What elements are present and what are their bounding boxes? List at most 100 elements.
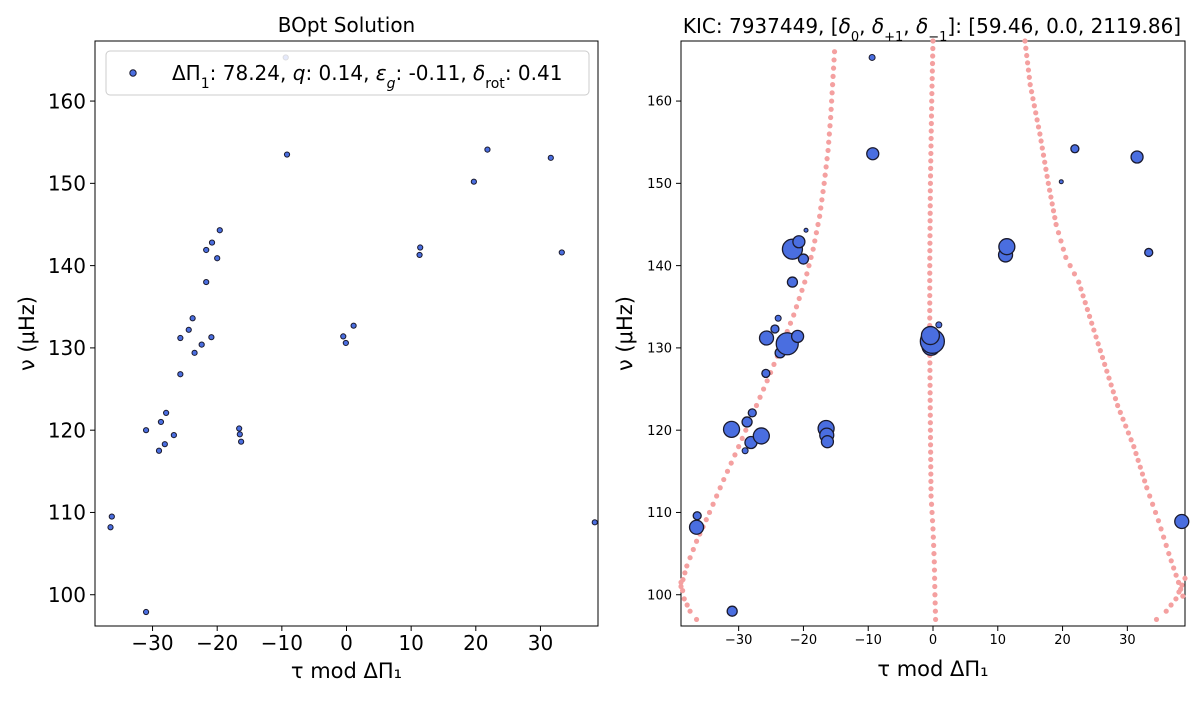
- model-mode-point: [1045, 180, 1051, 186]
- observed-mode-point: [236, 425, 243, 432]
- model-mode-point: [1144, 485, 1150, 491]
- model-mode-point: [1168, 602, 1174, 608]
- legend-marker: [129, 69, 137, 77]
- model-mode-point: [1050, 208, 1057, 214]
- observed-mode-point: [417, 244, 424, 251]
- model-mode-point: [1135, 457, 1141, 463]
- model-mode-point: [932, 583, 938, 590]
- observed-mode-point: [484, 146, 491, 153]
- model-mode-point: [810, 246, 816, 252]
- observed-mode-point: [820, 435, 835, 449]
- model-mode-point: [927, 412, 933, 418]
- model-mode-point: [1038, 138, 1044, 144]
- model-mode-point: [1153, 616, 1160, 623]
- model-mode-point: [927, 434, 934, 441]
- model-mode-point: [927, 195, 933, 201]
- model-mode-point: [693, 616, 700, 623]
- model-mode-point: [1086, 313, 1093, 319]
- model-mode-point: [928, 113, 935, 119]
- model-mode-point: [1040, 152, 1047, 158]
- x-tick-label: −10: [854, 633, 881, 648]
- title-delta0-sub: 0: [851, 30, 859, 45]
- model-mode-point: [928, 105, 935, 112]
- model-mode-point: [1058, 238, 1064, 244]
- model-mode-point: [1039, 145, 1045, 151]
- model-mode-point: [1147, 493, 1153, 499]
- model-mode-point: [1027, 82, 1033, 88]
- model-mode-point: [764, 378, 770, 384]
- legend-epsilon-sub: g: [387, 76, 396, 92]
- x-tick-label: 0: [340, 631, 353, 655]
- observed-mode-point: [770, 324, 780, 334]
- model-mode-point: [829, 82, 836, 88]
- observed-mode-point: [1070, 144, 1080, 154]
- model-mode-point: [1158, 526, 1164, 532]
- model-mode-point: [1120, 416, 1126, 422]
- x-tick-label: −30: [725, 633, 752, 648]
- model-mode-point: [724, 468, 731, 474]
- legend-frame: [105, 50, 590, 96]
- model-mode-point: [1026, 74, 1032, 80]
- model-mode-point: [806, 263, 812, 269]
- model-mode-point: [831, 57, 837, 63]
- model-mode-point: [1031, 103, 1037, 109]
- model-mode-point: [1091, 327, 1097, 333]
- model-mode-point: [929, 83, 935, 89]
- y-tick-label: 140: [647, 259, 672, 274]
- model-mode-point: [830, 65, 837, 71]
- legend-q: q: [293, 61, 306, 85]
- model-mode-point: [1142, 478, 1148, 484]
- x-tick-label: 30: [1119, 633, 1136, 648]
- model-mode-point: [927, 307, 933, 314]
- model-mode-point: [1095, 341, 1101, 347]
- model-mode-point: [828, 114, 834, 121]
- model-mode-point: [710, 501, 716, 507]
- model-mode-point: [1131, 444, 1137, 450]
- model-mode-point: [1022, 38, 1028, 44]
- observed-mode-point: [170, 432, 177, 439]
- observed-mode-point: [236, 431, 243, 438]
- model-mode-point: [1161, 534, 1167, 540]
- model-mode-point: [828, 106, 834, 112]
- observed-mode-point: [758, 330, 775, 346]
- model-mode-point: [1152, 509, 1159, 516]
- observed-mode-point: [161, 441, 168, 448]
- observed-mode-point: [340, 333, 347, 340]
- model-mode-point: [928, 143, 934, 149]
- model-mode-point: [929, 90, 935, 97]
- left-chart-title: BOpt Solution: [278, 13, 415, 37]
- model-mode-point: [928, 158, 934, 164]
- y-tick-label: 160: [48, 89, 86, 113]
- model-mode-point: [1047, 187, 1053, 193]
- model-mode-point: [927, 240, 933, 246]
- model-mode-point: [1049, 201, 1055, 207]
- model-mode-point: [817, 213, 823, 219]
- model-mode-point: [1112, 396, 1119, 402]
- observed-mode-point: [741, 447, 749, 455]
- model-mode-point: [714, 493, 720, 499]
- title-delta1: δ: [872, 14, 884, 38]
- right-model-points: [678, 38, 1188, 623]
- observed-mode-point: [1058, 179, 1064, 185]
- observed-mode-point: [198, 341, 205, 348]
- model-mode-point: [929, 509, 935, 516]
- right-x-axis-label: τ mod ΔΠ₁: [877, 657, 988, 681]
- observed-mode-point: [155, 447, 163, 454]
- model-mode-point: [791, 312, 797, 318]
- model-mode-point: [931, 559, 937, 565]
- model-mode-point: [1180, 593, 1186, 599]
- observed-mode-point: [283, 151, 291, 158]
- observed-mode-point: [142, 427, 150, 434]
- model-mode-point: [1139, 471, 1146, 477]
- model-mode-point: [1179, 582, 1185, 588]
- model-mode-point: [703, 517, 709, 523]
- y-tick-label: 110: [647, 506, 672, 521]
- model-mode-point: [929, 75, 935, 82]
- model-mode-point: [1171, 565, 1177, 571]
- model-mode-point: [1023, 45, 1029, 51]
- model-mode-point: [1052, 215, 1058, 221]
- model-mode-point: [932, 575, 938, 581]
- model-mode-point: [743, 427, 749, 433]
- model-mode-point: [736, 444, 742, 450]
- model-mode-point: [931, 550, 937, 557]
